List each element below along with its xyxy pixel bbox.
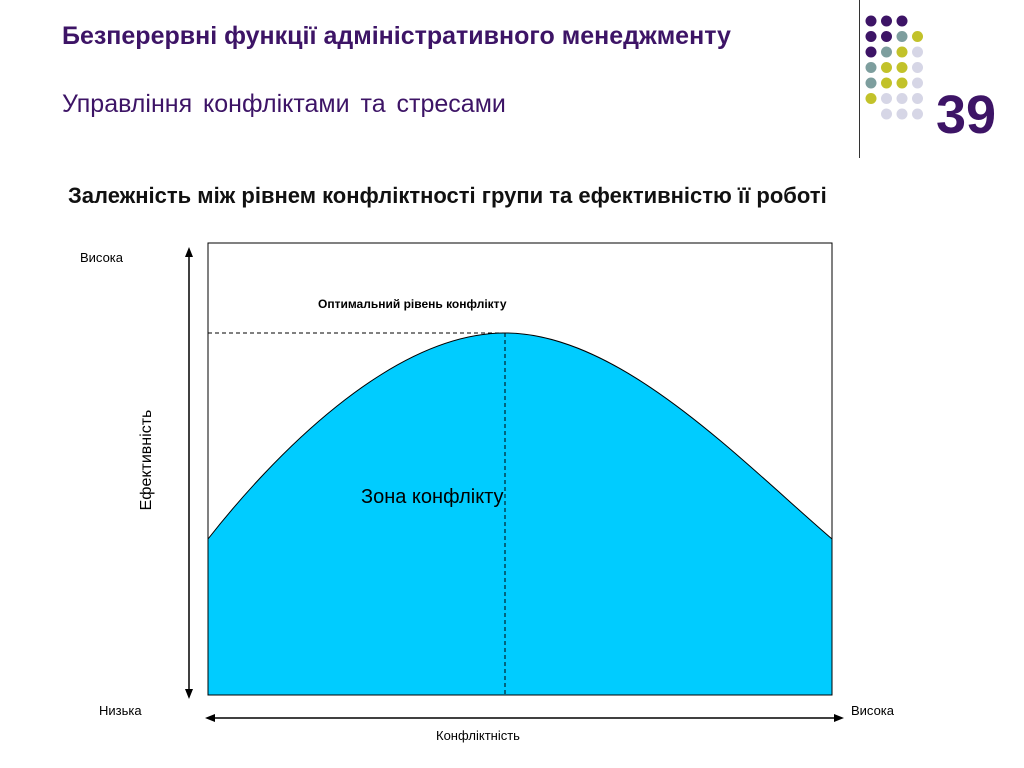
optimal-level-label: Оптимальний рівень конфлікту [318,297,507,311]
x-low-label: Низька [99,703,142,718]
title-divider [859,0,860,158]
y-axis-label: Ефективність [138,409,155,511]
conflict-zone-label: Зона конфлікту [361,486,504,508]
conflict-zone-area [207,332,833,696]
slide-number: 39 [936,85,997,145]
slide-subtitle: Управління конфліктами та стресами [62,90,506,118]
slide-title: Безперервні функції адміністративного ме… [62,22,731,50]
x-axis-label: Конфліктність [436,728,520,743]
x-high-label: Висока [851,703,895,718]
diagram-heading: Залежність між рівнем конфліктності груп… [68,183,827,208]
y-high-label: Висока [80,250,124,265]
